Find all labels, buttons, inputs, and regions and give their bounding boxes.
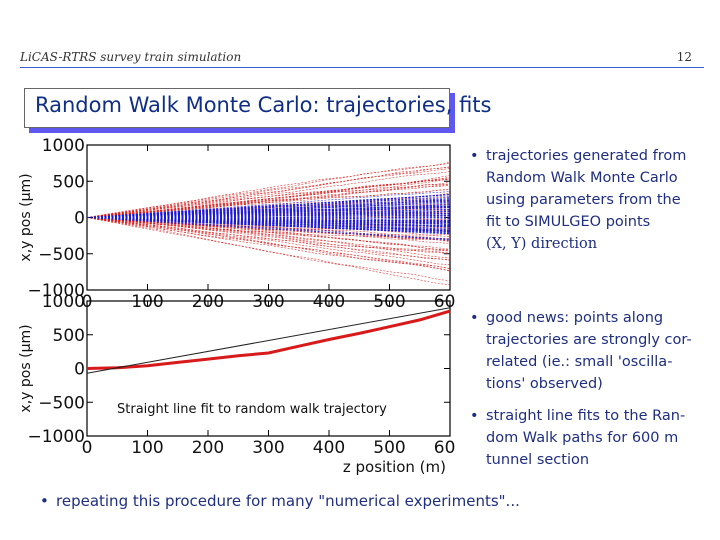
slide-title: Random Walk Monte Carlo: trajectories, f… <box>35 93 492 117</box>
blue-trajectory <box>86 217 451 225</box>
red-trajectory <box>86 179 451 218</box>
blue-trajectory <box>86 217 451 232</box>
blue-trajectory <box>86 213 450 218</box>
red-trajectory <box>86 217 451 271</box>
blue-trajectory <box>86 209 451 218</box>
random-walk-trajectory <box>86 309 451 370</box>
slide-header: LiCAS-RTRS survey train simulation 12 <box>20 50 700 70</box>
random-walk-plots: 0 100 200 300 400 500 600 1000 500 0 −500 −1000 x,y … <box>18 137 456 476</box>
x-tick-label: 100 <box>131 438 163 458</box>
plot-annotation: Straight line fit to random walk traject… <box>117 402 387 417</box>
y-tick-label: −500 <box>38 245 85 265</box>
bullet-line: trajectories are strongly cor- <box>486 332 692 348</box>
blue-trajectory <box>86 201 451 218</box>
x-tick-label: 600 <box>434 438 456 458</box>
blue-trajectory <box>87 217 451 219</box>
y-tick-label: 0 <box>74 360 85 380</box>
bullet-line: fit to SIMULGEO points <box>486 214 651 230</box>
red-trajectory <box>86 166 451 218</box>
red-trajectory <box>86 176 451 218</box>
red-trajectory <box>86 217 451 265</box>
blue-trajectory <box>86 217 450 222</box>
red-trajectory <box>86 185 451 218</box>
bullet-line: (X, Y) direction <box>486 236 598 252</box>
straight-line-fit <box>86 307 451 374</box>
chart-panel-2: 0 100 200 300 400 500 600 1000 500 0 −500 −1000 x,y … <box>18 292 456 476</box>
bullet-dot: • <box>470 310 479 326</box>
blue-trajectory <box>86 194 451 218</box>
header-rule <box>20 67 704 68</box>
bullet-line: using parameters from the <box>486 192 681 208</box>
y-tick-label: −500 <box>38 393 85 413</box>
bullet-line: trajectories generated from <box>486 148 687 164</box>
red-trajectory <box>86 161 451 218</box>
red-trajectory <box>86 217 451 255</box>
x-tick-label: 400 <box>313 438 345 458</box>
x-tick-label: 500 <box>373 438 405 458</box>
y-tick-label: 0 <box>74 209 85 229</box>
red-trajectory <box>86 189 451 218</box>
red-trajectory <box>86 217 451 269</box>
y-tick-label: 1000 <box>42 137 85 156</box>
bullet-line: Random Walk Monte Carlo <box>486 170 678 186</box>
bullet-line: tions' observed) <box>486 376 603 392</box>
chart-panel-1: 010020030040050060010005000−500−1000x,y … <box>18 137 456 312</box>
bullet-1-text: trajectories generated from Random Walk … <box>486 145 712 255</box>
red-trajectory <box>86 217 451 286</box>
x-axis-label: z position (m) <box>343 458 446 476</box>
blue-trajectory <box>86 206 451 218</box>
y-tick-label: −1000 <box>27 281 85 301</box>
x-tick-label: 0 <box>82 438 93 458</box>
y-axis-label: x,y pos (μm) <box>18 173 34 261</box>
blue-trajectory <box>86 217 451 240</box>
bullet-line: good news: points along <box>486 310 664 326</box>
blue-trajectory <box>86 217 451 228</box>
bullet-3-text: straight line fits to the Ran- dom Walk … <box>486 405 712 471</box>
x-tick-label: 300 <box>252 438 284 458</box>
blue-trajectory <box>86 217 451 241</box>
red-trajectory <box>86 217 451 251</box>
y-tick-label: 1000 <box>42 292 85 312</box>
y-tick-label: 500 <box>53 172 85 192</box>
blue-trajectory <box>86 198 451 218</box>
header-title: LiCAS-RTRS survey train simulation <box>20 50 242 64</box>
page-number: 12 <box>676 50 692 64</box>
bullet-line: tunnel section <box>486 452 590 468</box>
bullet-dot: • <box>470 408 479 424</box>
red-trajectory <box>86 217 451 261</box>
bottom-bullet-text: repeating this procedure for many "numer… <box>56 492 520 510</box>
bullet-line: dom Walk paths for 600 m <box>486 430 679 446</box>
red-trajectory <box>86 163 451 218</box>
y-tick-label: −1000 <box>27 427 85 447</box>
bullet-dot: • <box>470 148 479 164</box>
x-tick-label: 200 <box>192 438 224 458</box>
y-axis-label: x,y pos (μm) <box>18 324 34 412</box>
slide-title-box: Random Walk Monte Carlo: trajectories, f… <box>24 88 491 128</box>
bullet-line: straight line fits to the Ran- <box>486 408 686 424</box>
red-trajectory <box>86 171 451 218</box>
bullet-2-text: good news: points along trajectories are… <box>486 307 712 395</box>
bullet-dot: • <box>40 492 49 510</box>
bullet-line: related (ie.: small 'oscilla- <box>486 354 673 370</box>
y-tick-label: 500 <box>53 326 85 346</box>
blue-trajectory <box>86 191 451 218</box>
